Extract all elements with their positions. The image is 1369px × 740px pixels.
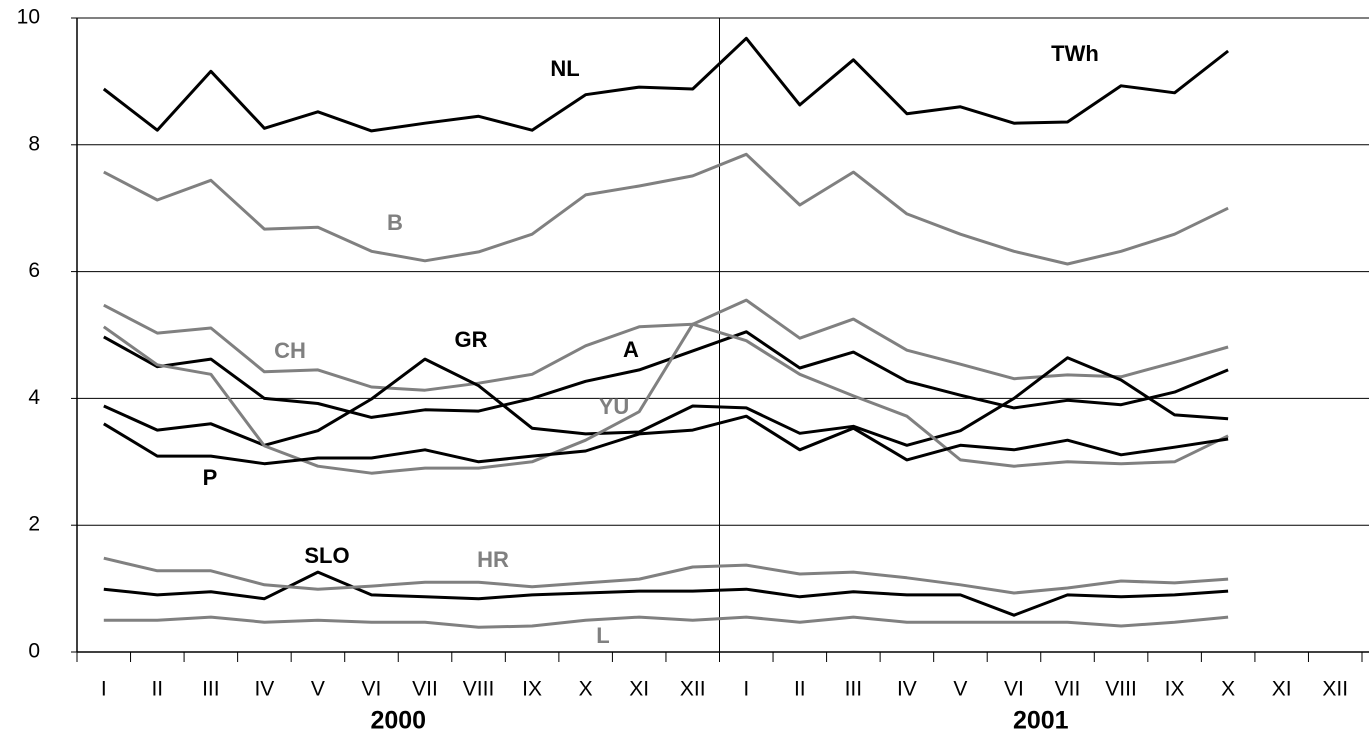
x-tick-label: IV: [254, 678, 274, 701]
y-tick-label: 2: [28, 513, 40, 536]
x-tick-label: XII: [1322, 678, 1348, 701]
x-tick-label: I: [101, 678, 107, 701]
x-tick-label: VIII: [463, 678, 495, 701]
x-tick-label: XI: [629, 678, 649, 701]
series-line: [103, 570, 1229, 617]
series-label: NL: [550, 56, 579, 81]
series-line: [103, 356, 1229, 447]
x-tick-label: V: [953, 678, 967, 701]
x-tick-label: VI: [362, 678, 382, 701]
x-tick-label: VII: [412, 678, 438, 701]
series-label: L: [596, 623, 609, 648]
x-tick-label: X: [579, 678, 593, 701]
series-label: A: [623, 337, 639, 362]
y-tick-label: 6: [28, 259, 40, 282]
y-tick-label: 0: [28, 640, 40, 663]
series-line: [103, 152, 1229, 266]
series-label: B: [387, 210, 403, 235]
series-line: [103, 414, 1229, 466]
x-tick-label: IX: [1165, 678, 1185, 701]
x-tick-label: IV: [897, 678, 917, 701]
series-label: SLO: [304, 543, 349, 568]
x-tick-label: II: [794, 678, 806, 701]
x-tick-label: III: [845, 678, 863, 701]
series-line: [103, 615, 1229, 629]
x-tick-label: VIII: [1105, 678, 1137, 701]
y-tick-label: 4: [28, 386, 40, 409]
series-line: [103, 298, 1229, 392]
x-tick-label: XI: [1272, 678, 1292, 701]
series-label: GR: [455, 327, 488, 352]
series-line: [102, 36, 1230, 133]
year-label: 2000: [370, 707, 426, 735]
y-tick-label: 10: [17, 6, 40, 29]
year-label: 2001: [1013, 707, 1069, 735]
series-label: CH: [274, 338, 306, 363]
series-label: P: [203, 465, 218, 490]
unit-label: TWh: [1051, 41, 1099, 66]
y-tick-label: 8: [28, 132, 40, 155]
series-label: HR: [477, 547, 509, 572]
x-tick-label: IX: [522, 678, 542, 701]
x-tick-label: III: [202, 678, 220, 701]
x-tick-label: V: [311, 678, 325, 701]
series-line: [102, 322, 1229, 475]
x-tick-label: VII: [1055, 678, 1081, 701]
x-tick-label: XII: [680, 678, 706, 701]
x-tick-label: VI: [1004, 678, 1024, 701]
series-line: [103, 556, 1229, 595]
x-tick-label: II: [151, 678, 163, 701]
x-tick-label: X: [1221, 678, 1235, 701]
series-line: [103, 330, 1229, 419]
x-tick-label: I: [743, 678, 749, 701]
series-label: YU: [599, 394, 630, 419]
